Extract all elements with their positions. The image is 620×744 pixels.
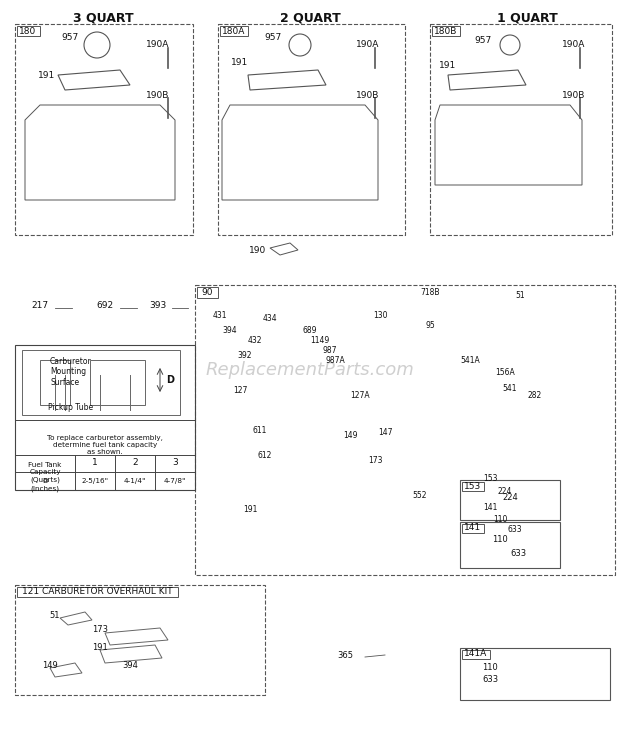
Text: 110: 110 <box>482 662 498 672</box>
Text: 127: 127 <box>233 385 247 394</box>
Text: 149: 149 <box>343 431 357 440</box>
Text: 127A: 127A <box>350 391 370 400</box>
Text: 541: 541 <box>503 383 517 393</box>
Text: 633: 633 <box>508 525 522 534</box>
Text: 110: 110 <box>493 516 507 525</box>
Text: 4-7/8": 4-7/8" <box>164 478 186 484</box>
Text: 4-1/4": 4-1/4" <box>124 478 146 484</box>
Text: 190B: 190B <box>562 91 586 100</box>
Text: 957: 957 <box>61 33 79 42</box>
Text: 392: 392 <box>237 350 252 359</box>
Text: 190B: 190B <box>356 91 379 100</box>
Text: 282: 282 <box>528 391 542 400</box>
Text: 2 QUART: 2 QUART <box>280 11 340 25</box>
Text: 180: 180 <box>19 27 37 36</box>
Text: 394: 394 <box>122 661 138 670</box>
Text: 149: 149 <box>42 661 58 670</box>
Text: 612: 612 <box>258 451 272 460</box>
Text: 718B: 718B <box>420 287 440 297</box>
Text: 1: 1 <box>92 458 98 466</box>
Text: 224: 224 <box>502 493 518 501</box>
Text: 153: 153 <box>483 473 497 483</box>
Text: 180B: 180B <box>435 27 458 36</box>
Text: 689: 689 <box>303 326 317 335</box>
Text: D
(Inches): D (Inches) <box>30 478 60 492</box>
Text: 191: 191 <box>440 60 456 69</box>
Text: 611: 611 <box>253 426 267 434</box>
Text: 1149: 1149 <box>311 336 330 344</box>
Text: 153: 153 <box>464 481 482 490</box>
Text: 51: 51 <box>50 611 60 620</box>
Text: 957: 957 <box>474 36 492 45</box>
Text: 190A: 190A <box>356 39 379 48</box>
Text: 3: 3 <box>172 458 178 466</box>
Text: 190A: 190A <box>562 39 586 48</box>
Text: 957: 957 <box>264 33 281 42</box>
Text: 394: 394 <box>223 326 237 335</box>
Text: 180A: 180A <box>223 27 246 36</box>
Text: 51: 51 <box>515 290 525 300</box>
Text: 633: 633 <box>510 548 526 557</box>
Text: 191: 191 <box>38 71 56 80</box>
Text: 365: 365 <box>337 650 353 659</box>
Text: 141A: 141A <box>464 650 487 658</box>
Text: D: D <box>166 375 174 385</box>
Text: 95: 95 <box>425 321 435 330</box>
Text: 217: 217 <box>32 301 48 310</box>
Text: 110: 110 <box>492 536 508 545</box>
Text: 141: 141 <box>483 504 497 513</box>
Text: 130: 130 <box>373 310 388 319</box>
Text: 191: 191 <box>92 644 108 652</box>
Text: 190B: 190B <box>146 91 170 100</box>
Text: Carburetor
Mounting
Surface: Carburetor Mounting Surface <box>50 357 92 387</box>
Text: ReplacementParts.com: ReplacementParts.com <box>206 361 414 379</box>
Text: 692: 692 <box>97 301 113 310</box>
Text: 434: 434 <box>263 313 277 322</box>
Text: 191: 191 <box>231 57 249 66</box>
Text: 121 CARBURETOR OVERHAUL KIT: 121 CARBURETOR OVERHAUL KIT <box>22 588 172 597</box>
Text: 90: 90 <box>202 287 213 297</box>
Text: 552: 552 <box>413 490 427 499</box>
Text: 2-5/16": 2-5/16" <box>81 478 108 484</box>
Text: 633: 633 <box>482 676 498 684</box>
Text: 2: 2 <box>132 458 138 466</box>
Text: 224: 224 <box>498 487 512 496</box>
Text: 173: 173 <box>368 455 383 464</box>
Text: 156A: 156A <box>495 368 515 376</box>
Text: 541A: 541A <box>460 356 480 365</box>
Text: 173: 173 <box>92 626 108 635</box>
Text: 191: 191 <box>243 505 257 515</box>
Text: 1 QUART: 1 QUART <box>497 11 557 25</box>
Text: To replace carburetor assembly,
determine fuel tank capacity
as shown.: To replace carburetor assembly, determin… <box>47 435 163 455</box>
Text: 3 QUART: 3 QUART <box>73 11 133 25</box>
Text: 147: 147 <box>378 428 392 437</box>
Text: 141: 141 <box>464 524 482 533</box>
Text: 393: 393 <box>149 301 167 310</box>
Text: 987: 987 <box>323 345 337 354</box>
Text: 190: 190 <box>249 246 267 254</box>
Text: 432: 432 <box>248 336 262 344</box>
Text: 190A: 190A <box>146 39 170 48</box>
Text: Pickup Tube: Pickup Tube <box>48 403 93 411</box>
Text: 431: 431 <box>213 310 228 319</box>
Text: 987A: 987A <box>325 356 345 365</box>
Text: Fuel Tank
Capacity
(Quarts): Fuel Tank Capacity (Quarts) <box>29 462 61 483</box>
